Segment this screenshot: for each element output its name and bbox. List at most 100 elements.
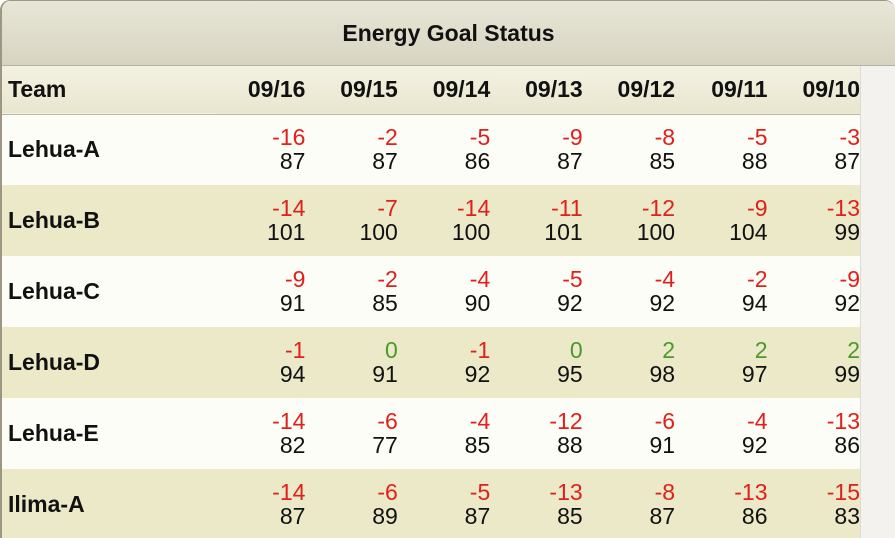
energy-value: 87: [372, 147, 398, 174]
goal-delta: -2: [377, 123, 398, 150]
day-cell: -9 92: [771, 256, 863, 327]
energy-value: 88: [557, 431, 583, 458]
energy-value: 99: [834, 360, 860, 387]
goal-delta: -14: [272, 407, 306, 434]
day-cell: 0 95: [493, 327, 585, 398]
panel-title: Energy Goal Status: [2, 1, 895, 66]
energy-value: 88: [741, 147, 768, 174]
energy-value: 87: [834, 147, 860, 174]
day-cell: -12 100: [586, 185, 678, 256]
energy-value: 91: [279, 289, 306, 316]
day-cell: -9 104: [678, 185, 770, 256]
day-cell: -13 86: [678, 469, 770, 538]
energy-value: 90: [464, 289, 491, 316]
energy-value: 85: [649, 147, 676, 174]
day-cell: -5 86: [401, 114, 493, 185]
day-cell: 0 91: [308, 327, 400, 398]
goal-delta: -7: [377, 194, 398, 221]
goal-delta: 2: [754, 336, 768, 363]
vertical-scrollbar[interactable]: [860, 66, 895, 538]
energy-value: 101: [544, 218, 583, 245]
goal-delta: -4: [469, 265, 491, 292]
column-header-date[interactable]: 09/11: [711, 76, 768, 103]
day-cell: -11 101: [493, 185, 585, 256]
energy-value: 86: [464, 147, 491, 174]
team-name: Ilima-A: [8, 491, 85, 517]
table-row[interactable]: Ilima-A -14 87 -6 89 -5 87 -13 85 -8 87 -13 86 -15 83: [2, 469, 863, 538]
table-header-row: Team 09/16 09/15 09/14 09/13 09/12 09/11…: [2, 66, 863, 114]
goal-delta: -14: [272, 194, 306, 221]
column-header-date[interactable]: 09/15: [340, 76, 398, 103]
day-cell: -13 99: [771, 185, 863, 256]
table-row[interactable]: Lehua-B -14 101 -7 100 -14 100 -11 101 -12 100 -9 10…: [2, 185, 863, 256]
goal-delta: -8: [654, 478, 676, 505]
goal-delta: -5: [747, 123, 768, 150]
energy-value: 101: [267, 218, 306, 245]
goal-delta: -2: [377, 265, 398, 292]
column-header-date[interactable]: 09/14: [432, 76, 491, 103]
day-cell: -7 100: [308, 185, 400, 256]
column-header-date[interactable]: 09/13: [525, 76, 583, 103]
goal-delta: -16: [272, 123, 306, 150]
goal-delta: -9: [562, 123, 583, 150]
energy-value: 92: [834, 289, 860, 316]
goal-delta: -13: [826, 194, 860, 221]
energy-goal-table: Team 09/16 09/15 09/14 09/13 09/12 09/11…: [2, 66, 863, 538]
energy-value: 99: [834, 218, 860, 245]
day-cell: -5 87: [401, 469, 493, 538]
day-cell: -6 77: [308, 398, 400, 469]
goal-delta: -6: [377, 407, 398, 434]
energy-value: 86: [741, 502, 768, 529]
energy-value: 92: [464, 360, 491, 387]
goal-delta: -13: [734, 478, 768, 505]
energy-value: 94: [741, 289, 768, 316]
energy-value: 85: [372, 289, 398, 316]
day-cell: -4 92: [586, 256, 678, 327]
goal-delta: -13: [826, 407, 860, 434]
column-header-team[interactable]: Team: [8, 76, 67, 103]
day-cell: -1 94: [216, 327, 308, 398]
column-header-date[interactable]: 09/10: [802, 76, 860, 103]
day-cell: -2 94: [678, 256, 770, 327]
goal-delta: -1: [284, 336, 306, 363]
day-cell: 2 99: [771, 327, 863, 398]
goal-delta: -6: [377, 478, 398, 505]
energy-value: 97: [741, 360, 768, 387]
energy-value: 82: [279, 431, 306, 458]
day-cell: -12 88: [493, 398, 585, 469]
energy-value: 94: [279, 360, 306, 387]
goal-delta: 2: [662, 336, 676, 363]
energy-value: 100: [451, 218, 491, 245]
column-header-date[interactable]: 09/12: [617, 76, 676, 103]
goal-delta: 2: [847, 336, 860, 363]
day-cell: 2 97: [678, 327, 770, 398]
team-name: Lehua-B: [8, 207, 100, 233]
goal-delta: -13: [549, 478, 583, 505]
table-row[interactable]: Lehua-D -1 94 0 91 -1 92 0 95 2 98 2 97 2 99: [2, 327, 863, 398]
day-cell: -13 85: [493, 469, 585, 538]
goal-delta: -12: [641, 194, 676, 221]
day-cell: -15 83: [771, 469, 863, 538]
day-cell: -14 82: [216, 398, 308, 469]
table-row[interactable]: Lehua-E -14 82 -6 77 -4 85 -12 88 -6 91 -4 92 -13 86: [2, 398, 863, 469]
day-cell: -8 85: [586, 114, 678, 185]
team-name: Lehua-A: [8, 136, 100, 163]
energy-value: 87: [649, 502, 676, 529]
day-cell: -4 85: [401, 398, 493, 469]
day-cell: -6 89: [308, 469, 400, 538]
energy-value: 77: [372, 431, 398, 458]
day-cell: -14 100: [401, 185, 493, 256]
goal-delta: -4: [469, 407, 491, 434]
table-row[interactable]: Lehua-A -16 87 -2 87 -5 86 -9 87 -8 85 -5 88 -3 87: [2, 114, 863, 185]
table-row[interactable]: Lehua-C -9 91 -2 85 -4 90 -5 92 -4 92 -2 94 -9 92: [2, 256, 863, 327]
team-name: Lehua-E: [8, 420, 99, 446]
column-header-date[interactable]: 09/16: [247, 76, 306, 103]
day-cell: -3 87: [771, 114, 863, 185]
goal-delta: -3: [839, 123, 860, 150]
day-cell: -9 87: [493, 114, 585, 185]
day-cell: -13 86: [771, 398, 863, 469]
energy-value: 91: [649, 431, 676, 458]
energy-value: 87: [464, 502, 491, 529]
goal-delta: -5: [469, 123, 491, 150]
energy-value: 100: [359, 218, 398, 245]
